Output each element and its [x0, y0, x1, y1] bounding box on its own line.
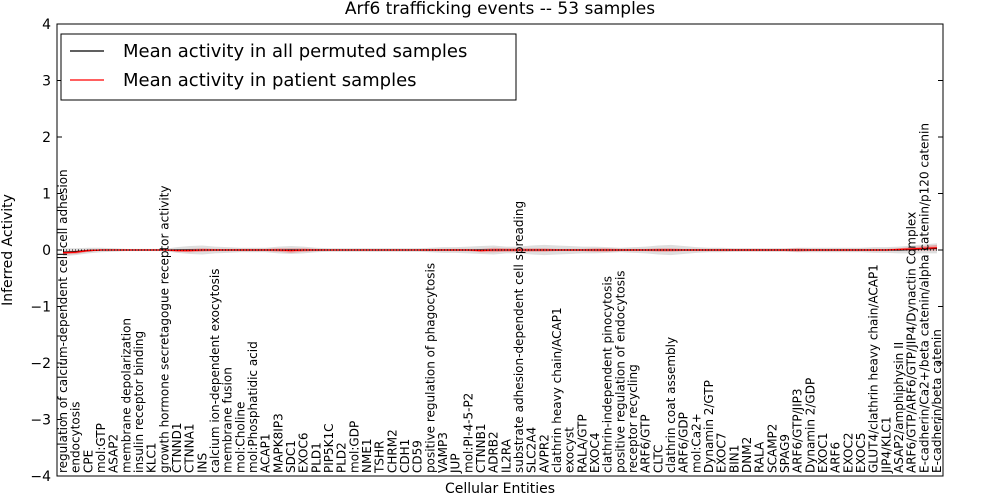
y-tick-label: 0 — [42, 243, 51, 259]
entity-label: mol:Choline — [233, 402, 247, 473]
entity-label: mol:GDP — [347, 421, 361, 473]
entity-label: Dynamin 2/GDP — [803, 378, 817, 473]
entity-label: ADRB2 — [487, 431, 501, 473]
entity-label: CHRM2 — [385, 429, 399, 473]
legend-label-patient: Mean activity in patient samples — [123, 70, 417, 91]
entity-label: CD59 — [411, 440, 425, 473]
entity-label: SLC2A4 — [525, 427, 539, 473]
entity-label: EXOC7 — [715, 433, 729, 474]
entity-label: EXOC5 — [854, 433, 868, 474]
entity-label: TSHR — [373, 441, 387, 474]
entity-label: calcium ion-dependent exocytosis — [208, 269, 222, 474]
chart-title: Arf6 trafficking events -- 53 samples — [345, 0, 655, 19]
entity-label: CTNNB1 — [474, 423, 488, 473]
entity-label: ARF6/GTP/ARF6/GTP/JIP4/Dynactin Complex — [905, 212, 919, 473]
entity-label: EXOC1 — [816, 433, 830, 474]
y-axis-title: Inferred Activity — [0, 194, 16, 306]
entity-label: ARF6/GTP — [639, 414, 653, 473]
series-line-patient — [62, 247, 938, 254]
entity-label: AVPR2 — [537, 434, 551, 473]
entity-label: ARF6 — [829, 442, 843, 473]
x-axis-title: Cellular Entities — [445, 481, 555, 497]
entity-label: positive regulation of endocytosis — [613, 270, 627, 473]
legend-frame — [60, 33, 517, 101]
entity-label: positive regulation of phagocytosis — [423, 263, 437, 473]
entity-label: EXOC2 — [841, 433, 855, 474]
entity-label: clathrin heavy chain/ACAP1 — [550, 307, 564, 473]
legend: Mean activity in all permuted samples Me… — [60, 33, 517, 101]
entity-label: GLUT4/clathrin heavy chain/ACAP1 — [867, 264, 881, 473]
entity-label: CTNND1 — [170, 422, 184, 473]
entity-label: CPE — [81, 450, 95, 473]
y-tick-label: 1 — [42, 187, 51, 203]
entity-label: EXOC4 — [588, 433, 602, 474]
y-tick-label: −1 — [30, 300, 51, 316]
entity-label: mol:GTP — [94, 423, 108, 473]
entity-label: membrane fusion — [221, 367, 235, 473]
y-tick-label: 3 — [42, 74, 51, 90]
entity-label: PIP5K1C — [322, 423, 336, 473]
entity-label: PLD2 — [335, 442, 349, 473]
entity-label: IL2RA — [499, 438, 513, 473]
entity-label: MAPK8IP3 — [271, 413, 285, 473]
entity-label: receptor recycling — [626, 364, 640, 473]
entity-label: growth hormone secretagogue receptor act… — [157, 186, 171, 473]
entity-label: mol:Ca2+ — [689, 413, 703, 473]
entity-labels: regulation of calcium-dependent cell-cel… — [56, 123, 944, 474]
entity-label: RALA/GTP — [575, 414, 589, 473]
y-tick-label: 4 — [42, 17, 51, 33]
entity-label: regulation of calcium-dependent cell-cel… — [56, 169, 70, 473]
entity-label: mol:PI-4-5-P2 — [461, 393, 475, 473]
entity-label: CLTC — [651, 445, 665, 473]
entity-label: DNM2 — [740, 437, 754, 473]
entity-label: endocytosis — [69, 401, 83, 473]
entity-label: exocyst — [563, 427, 577, 473]
entity-label: ACAP1 — [259, 434, 273, 473]
entity-label: JIP4/KLC1 — [879, 416, 893, 474]
series-lines — [62, 247, 938, 254]
y-tick-label: −4 — [30, 469, 51, 485]
y-tick-label: −3 — [30, 413, 51, 429]
entity-label: Dynamin 2/GTP — [702, 380, 716, 473]
entity-label: JUP — [449, 453, 463, 474]
plot-frame — [56, 23, 944, 477]
entity-label: SDC1 — [284, 440, 298, 473]
entity-label: E-cadherin/Ca2+/beta catenin/alpha caten… — [917, 123, 931, 473]
y-tick-label: 2 — [42, 130, 51, 146]
entity-label: ARF6/GTP/JIP3 — [791, 388, 805, 473]
entity-label: membrane depolarization — [119, 318, 133, 473]
entity-label: SPAG9 — [778, 434, 792, 473]
entity-label: clathrin coat assembly — [664, 337, 678, 473]
entity-label: ASAP2/amphiphysin II — [892, 342, 906, 473]
entity-label: RALA — [753, 441, 767, 473]
entity-label: ASAP2 — [107, 434, 121, 473]
entity-label: SCAMP2 — [765, 424, 779, 473]
entity-label: EXOC6 — [297, 433, 311, 474]
legend-label-permuted: Mean activity in all permuted samples — [123, 41, 467, 62]
entity-label: KLC1 — [145, 442, 159, 473]
entity-label: ARF6/GDP — [677, 412, 691, 473]
entity-label: insulin receptor binding — [132, 331, 146, 473]
entity-label: PLD1 — [309, 442, 323, 473]
y-tick-label: −2 — [30, 356, 51, 372]
entity-label: VAMP3 — [436, 432, 450, 473]
entity-label: CTNNA1 — [183, 423, 197, 473]
entity-label: NME1 — [360, 438, 374, 473]
entity-label: substrate adhesion-dependent cell spread… — [512, 201, 526, 473]
entity-label: CDH1 — [398, 439, 412, 473]
entity-label: BIN1 — [727, 445, 741, 473]
entity-label: INS — [195, 453, 209, 473]
entity-label: E-cadherin/beta catenin — [930, 329, 944, 473]
entity-label: mol:Phosphatidic acid — [246, 341, 260, 473]
entity-label: clathrin-independent pinocytosis — [601, 276, 615, 473]
